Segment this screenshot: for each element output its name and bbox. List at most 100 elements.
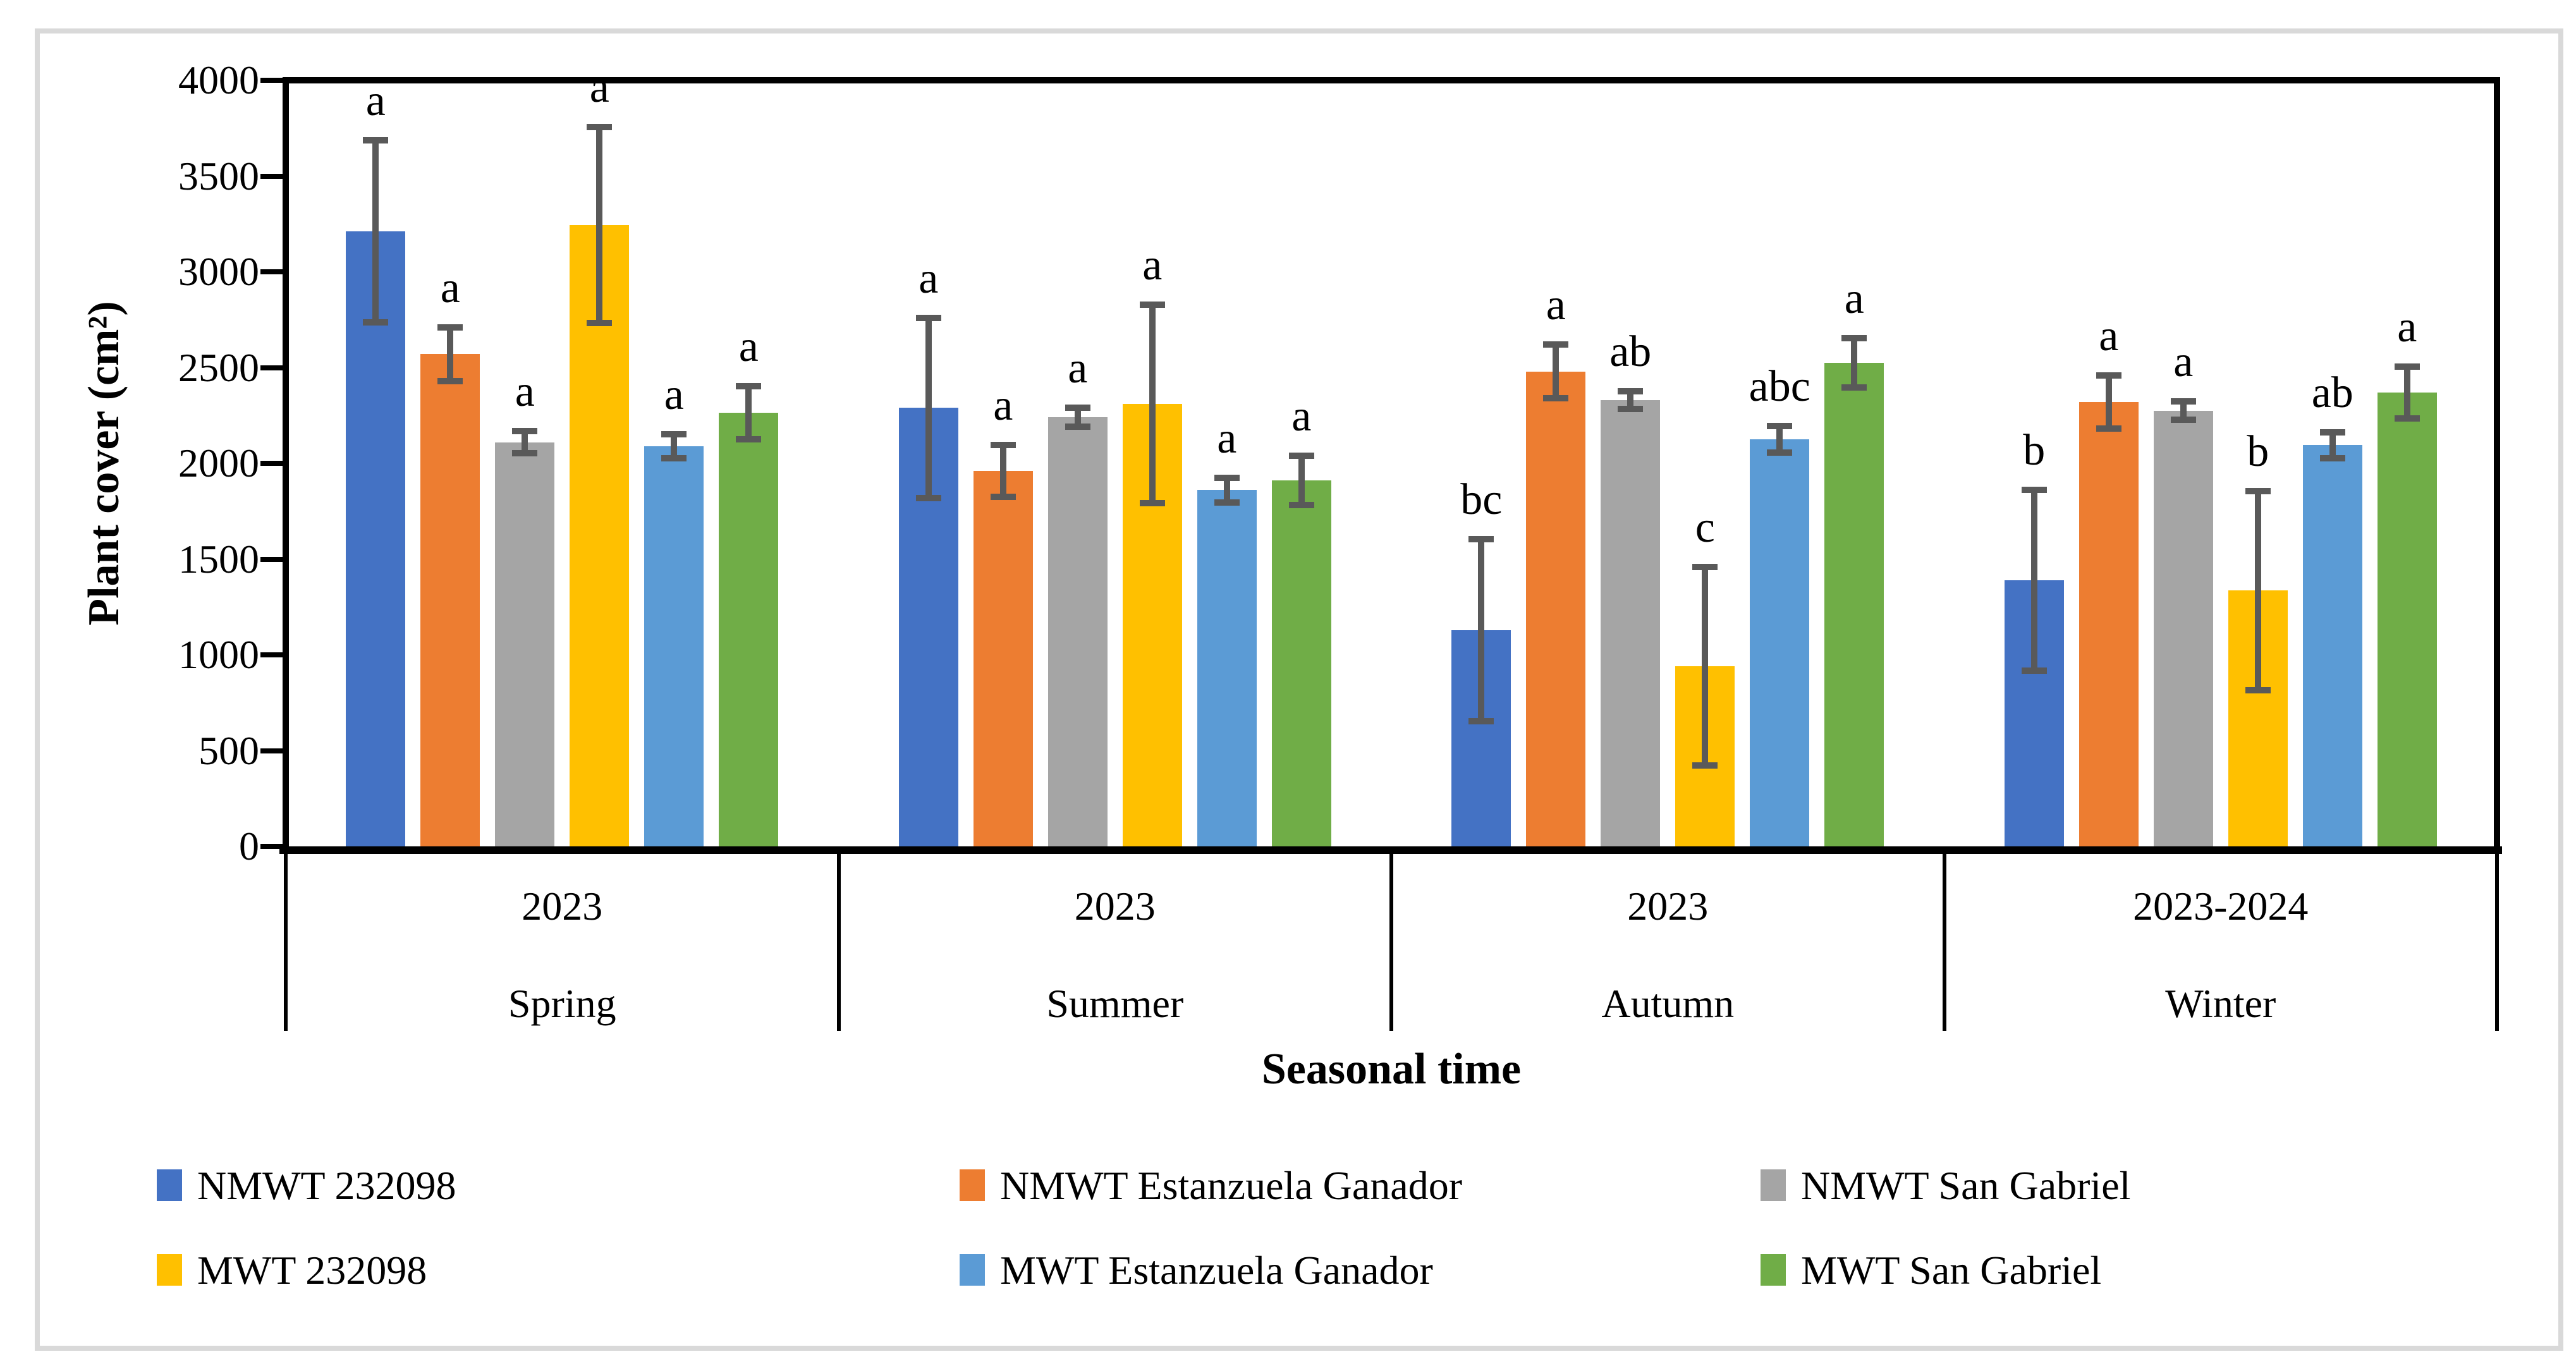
sig-letter: a xyxy=(2099,311,2119,360)
error-bar-cap-top xyxy=(1139,302,1165,308)
group-season-label: Spring xyxy=(508,981,616,1026)
error-bar xyxy=(2329,432,2336,458)
sig-letter: a xyxy=(993,381,1013,430)
y-tick-label: 4000 xyxy=(178,58,259,102)
legend-swatch xyxy=(960,1169,985,1201)
error-bar xyxy=(2254,491,2261,691)
error-bar-cap-top xyxy=(2170,398,2196,405)
y-tick-mark xyxy=(260,652,284,657)
group-season-label: Autumn xyxy=(1601,981,1735,1026)
legend-label: MWT San Gabriel xyxy=(1801,1248,2102,1293)
error-bar-cap-top xyxy=(1692,564,1718,571)
error-bar xyxy=(1478,539,1485,721)
legend-label: MWT Estanzuela Ganador xyxy=(1000,1248,1433,1293)
y-tick-mark xyxy=(260,556,284,562)
y-tick-label: 1500 xyxy=(178,536,259,582)
bar-nmwt-san-gabriel-winter xyxy=(2153,410,2213,846)
sig-letter: ab xyxy=(2311,368,2353,417)
bar-nmwt-232098-spring xyxy=(346,231,406,846)
legend-label: NMWT 232098 xyxy=(197,1163,456,1208)
sig-letter: a xyxy=(1546,281,1566,330)
error-bar-cap-top xyxy=(661,430,687,437)
error-bar xyxy=(745,386,752,439)
error-bar xyxy=(2403,366,2410,418)
error-bar xyxy=(2180,401,2187,420)
sig-letter: a xyxy=(919,253,939,303)
error-bar xyxy=(1776,425,1783,453)
sig-letter: a xyxy=(1068,344,1088,393)
figure-border xyxy=(35,28,2563,1351)
error-bar-cap-bottom xyxy=(1618,405,1644,412)
sig-letter: a xyxy=(2397,302,2417,351)
group-year-label: 2023 xyxy=(522,884,603,929)
error-bar-cap-bottom xyxy=(1841,384,1867,391)
bar-nmwt-estanzuela-ganador-summer xyxy=(973,471,1033,846)
error-bar-cap-bottom xyxy=(1214,499,1240,506)
error-bar-cap-bottom xyxy=(1767,449,1793,456)
sig-letter: a xyxy=(440,263,460,312)
error-bar-cap-top xyxy=(736,382,762,389)
error-bar-cap-bottom xyxy=(1065,424,1090,430)
legend-label: NMWT San Gabriel xyxy=(1801,1163,2131,1208)
legend-swatch xyxy=(1761,1169,1786,1201)
sig-letter: a xyxy=(664,370,684,419)
error-bar-cap-bottom xyxy=(2021,667,2047,674)
bar-nmwt-san-gabriel-autumn xyxy=(1601,400,1661,846)
error-bar xyxy=(1702,567,1709,766)
legend-swatch xyxy=(157,1169,182,1201)
group-divider xyxy=(836,854,841,1031)
error-bar xyxy=(1223,477,1230,503)
y-tick-mark xyxy=(260,461,284,466)
bar-mwt-232098-spring xyxy=(570,224,630,846)
y-tick-label: 3500 xyxy=(178,153,259,198)
error-bar-cap-top xyxy=(437,324,463,331)
error-bar xyxy=(2030,489,2037,671)
y-tick-label: 1000 xyxy=(178,632,259,677)
bar-nmwt-estanzuela-ganador-spring xyxy=(420,354,480,846)
sig-letter: abc xyxy=(1749,362,1810,411)
error-bar xyxy=(1553,344,1560,398)
group-season-label: Summer xyxy=(1046,981,1184,1026)
error-bar xyxy=(671,434,678,458)
group-year-label: 2023 xyxy=(1074,884,1156,929)
error-bar-cap-bottom xyxy=(661,454,687,461)
sig-letter: a xyxy=(515,367,535,417)
error-bar-cap-bottom xyxy=(736,436,762,442)
bar-nmwt-estanzuela-ganador-autumn xyxy=(1526,371,1586,846)
error-bar xyxy=(925,317,932,498)
legend-item: NMWT San Gabriel xyxy=(1761,1163,2519,1208)
sig-letter: a xyxy=(365,76,386,126)
error-bar-cap-top xyxy=(2096,372,2121,379)
legend-label: NMWT Estanzuela Ganador xyxy=(1000,1163,1462,1208)
legend-item: MWT 232098 xyxy=(157,1248,915,1293)
error-bar xyxy=(1851,338,1858,388)
sig-letter: ab xyxy=(1609,327,1652,377)
error-bar-cap-top xyxy=(1618,388,1644,395)
error-bar-cap-bottom xyxy=(2394,415,2420,422)
legend-item: MWT San Gabriel xyxy=(1761,1248,2519,1293)
legend-swatch xyxy=(157,1254,182,1286)
y-tick-mark xyxy=(260,78,284,83)
legend-item: NMWT 232098 xyxy=(157,1163,915,1208)
bar-mwt-san-gabriel-summer xyxy=(1271,480,1331,846)
bar-mwt-estanzuela-ganador-summer xyxy=(1197,490,1257,846)
sig-letter: a xyxy=(1217,413,1237,463)
sig-letter: c xyxy=(1695,503,1715,552)
error-bar xyxy=(1149,305,1156,504)
group-year-label: 2023 xyxy=(1627,884,1709,929)
y-tick-mark xyxy=(260,844,284,849)
error-bar-cap-bottom xyxy=(2170,416,2196,423)
plot-border-right xyxy=(2494,77,2500,854)
group-year-label: 2023-2024 xyxy=(2133,884,2309,929)
error-bar-cap-bottom xyxy=(512,449,538,456)
error-bar-cap-top xyxy=(915,314,941,321)
error-bar-cap-bottom xyxy=(363,319,389,326)
error-bar-cap-bottom xyxy=(2245,687,2271,694)
error-bar-cap-top xyxy=(2021,486,2047,493)
x-axis-line xyxy=(279,846,2502,854)
error-bar-cap-top xyxy=(1841,334,1867,341)
bar-mwt-estanzuela-ganador-autumn xyxy=(1750,439,1810,846)
y-tick-mark xyxy=(260,173,284,179)
error-bar-cap-top xyxy=(990,442,1016,449)
legend-label: MWT 232098 xyxy=(197,1248,427,1293)
